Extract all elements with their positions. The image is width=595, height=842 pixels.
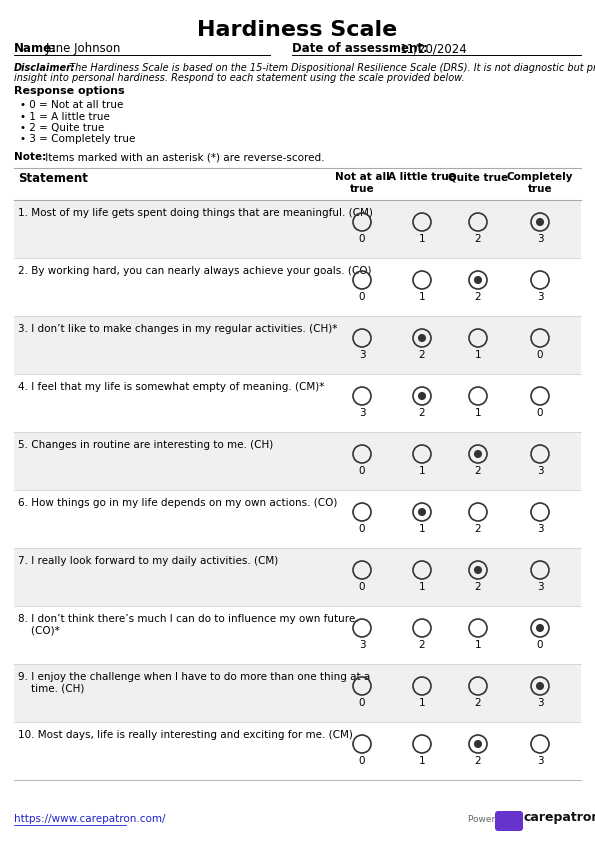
Text: 0: 0 xyxy=(359,292,365,302)
Text: 3: 3 xyxy=(359,350,365,360)
Text: 1: 1 xyxy=(419,524,425,534)
Text: 3: 3 xyxy=(537,234,543,244)
Text: 0: 0 xyxy=(359,756,365,766)
Text: • 2 = Quite true: • 2 = Quite true xyxy=(20,123,104,133)
Text: 0: 0 xyxy=(537,408,543,418)
FancyBboxPatch shape xyxy=(14,664,581,722)
Text: 3: 3 xyxy=(359,408,365,418)
Text: 0: 0 xyxy=(537,350,543,360)
Text: 3: 3 xyxy=(359,640,365,650)
Text: 0: 0 xyxy=(359,524,365,534)
Text: 3: 3 xyxy=(537,756,543,766)
Circle shape xyxy=(536,218,544,226)
Text: Response options: Response options xyxy=(14,86,124,96)
Text: Quite true: Quite true xyxy=(448,172,508,182)
Text: Jane Johnson: Jane Johnson xyxy=(46,42,121,55)
Text: 8. I don’t think there’s much I can do to influence my own future.
    (CO)*: 8. I don’t think there’s much I can do t… xyxy=(18,614,359,636)
Text: 0: 0 xyxy=(359,698,365,708)
Text: 4. I feel that my life is somewhat empty of meaning. (CM)*: 4. I feel that my life is somewhat empty… xyxy=(18,382,324,392)
Text: 2: 2 xyxy=(475,698,481,708)
Text: 2: 2 xyxy=(475,756,481,766)
Text: 1. Most of my life gets spent doing things that are meaningful. (CM): 1. Most of my life gets spent doing thin… xyxy=(18,208,373,218)
Circle shape xyxy=(418,334,426,342)
Circle shape xyxy=(474,276,482,284)
Text: 3: 3 xyxy=(537,582,543,592)
Text: 0: 0 xyxy=(359,234,365,244)
Text: The Hardiness Scale is based on the 15-item Dispositional Resilience Scale (DRS): The Hardiness Scale is based on the 15-i… xyxy=(66,63,595,73)
Text: 10. Most days, life is really interesting and exciting for me. (CM): 10. Most days, life is really interestin… xyxy=(18,730,353,740)
Text: 1: 1 xyxy=(419,698,425,708)
Text: Name:: Name: xyxy=(14,42,57,55)
Text: 1: 1 xyxy=(419,582,425,592)
Text: • 0 = Not at all true: • 0 = Not at all true xyxy=(20,100,123,110)
Text: Note:: Note: xyxy=(14,152,46,162)
Text: 1: 1 xyxy=(475,640,481,650)
Text: Not at all
true: Not at all true xyxy=(334,172,389,194)
Text: 7. I really look forward to my daily activities. (CM): 7. I really look forward to my daily act… xyxy=(18,556,278,566)
Text: 3: 3 xyxy=(537,466,543,476)
Text: A little true: A little true xyxy=(388,172,456,182)
Text: 6. How things go in my life depends on my own actions. (CO): 6. How things go in my life depends on m… xyxy=(18,498,337,508)
Text: 3: 3 xyxy=(537,292,543,302)
Text: 1: 1 xyxy=(419,756,425,766)
Text: 3: 3 xyxy=(537,524,543,534)
Text: 3: 3 xyxy=(537,698,543,708)
Text: 11/20/2024: 11/20/2024 xyxy=(400,42,468,55)
Text: Powered by: Powered by xyxy=(468,815,521,824)
Text: https://www.carepatron.com/: https://www.carepatron.com/ xyxy=(14,814,165,824)
FancyBboxPatch shape xyxy=(14,548,581,606)
Text: 2: 2 xyxy=(419,408,425,418)
Text: 1: 1 xyxy=(419,466,425,476)
FancyBboxPatch shape xyxy=(14,200,581,258)
Text: 1: 1 xyxy=(475,350,481,360)
FancyBboxPatch shape xyxy=(14,432,581,490)
Text: Hardiness Scale: Hardiness Scale xyxy=(198,20,397,40)
Text: 2. By working hard, you can nearly always achieve your goals. (CO): 2. By working hard, you can nearly alway… xyxy=(18,266,371,276)
Text: 2: 2 xyxy=(475,466,481,476)
Circle shape xyxy=(536,682,544,690)
Text: carepatron: carepatron xyxy=(524,811,595,824)
FancyBboxPatch shape xyxy=(495,811,523,831)
Circle shape xyxy=(474,566,482,574)
Text: 0: 0 xyxy=(359,466,365,476)
Text: 1: 1 xyxy=(475,408,481,418)
Circle shape xyxy=(474,450,482,458)
Text: Items marked with an asterisk (*) are reverse-scored.: Items marked with an asterisk (*) are re… xyxy=(42,152,324,162)
Circle shape xyxy=(418,392,426,400)
Text: 0: 0 xyxy=(537,640,543,650)
Text: Completely
true: Completely true xyxy=(507,172,573,194)
Text: • 1 = A little true: • 1 = A little true xyxy=(20,111,110,121)
Text: Statement: Statement xyxy=(18,172,88,185)
Text: 9. I enjoy the challenge when I have to do more than one thing at a
    time. (C: 9. I enjoy the challenge when I have to … xyxy=(18,672,370,694)
Text: 2: 2 xyxy=(475,524,481,534)
Circle shape xyxy=(418,508,426,516)
Text: 1: 1 xyxy=(419,234,425,244)
Text: 1: 1 xyxy=(419,292,425,302)
Circle shape xyxy=(474,740,482,748)
Text: 2: 2 xyxy=(419,350,425,360)
Text: 2: 2 xyxy=(475,292,481,302)
Text: 2: 2 xyxy=(475,234,481,244)
Text: 2: 2 xyxy=(419,640,425,650)
Text: • 3 = Completely true: • 3 = Completely true xyxy=(20,135,136,145)
Text: Disclaimer:: Disclaimer: xyxy=(14,63,76,73)
Text: 3. I don’t like to make changes in my regular activities. (CH)*: 3. I don’t like to make changes in my re… xyxy=(18,324,337,334)
Text: 5. Changes in routine are interesting to me. (CH): 5. Changes in routine are interesting to… xyxy=(18,440,273,450)
Text: 2: 2 xyxy=(475,582,481,592)
Text: Date of assessment:: Date of assessment: xyxy=(292,42,428,55)
Text: insight into personal hardiness. Respond to each statement using the scale provi: insight into personal hardiness. Respond… xyxy=(14,73,465,83)
Circle shape xyxy=(536,624,544,632)
Text: 0: 0 xyxy=(359,582,365,592)
FancyBboxPatch shape xyxy=(14,316,581,374)
